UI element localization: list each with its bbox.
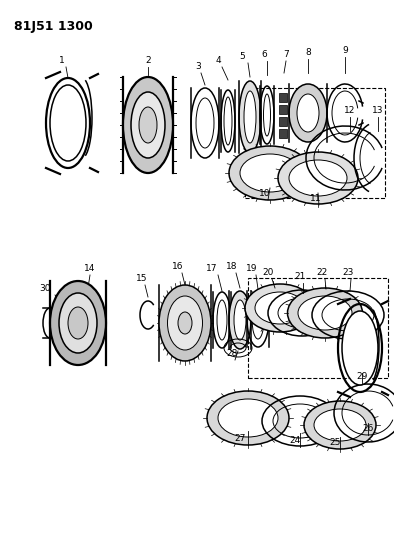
Ellipse shape xyxy=(50,281,106,365)
Text: 8: 8 xyxy=(305,48,311,57)
Bar xyxy=(248,278,388,378)
Ellipse shape xyxy=(229,291,251,349)
Ellipse shape xyxy=(314,409,366,441)
Ellipse shape xyxy=(342,311,378,385)
Text: 24: 24 xyxy=(289,436,301,445)
Ellipse shape xyxy=(167,296,203,350)
Ellipse shape xyxy=(288,288,362,338)
Ellipse shape xyxy=(139,107,157,143)
Ellipse shape xyxy=(59,293,97,353)
Text: 2: 2 xyxy=(145,56,151,65)
Ellipse shape xyxy=(240,154,300,192)
Text: 21: 21 xyxy=(294,272,306,281)
Ellipse shape xyxy=(178,312,192,334)
Text: 11: 11 xyxy=(310,194,322,203)
Text: 27: 27 xyxy=(234,434,246,443)
Text: 9: 9 xyxy=(342,46,348,55)
Ellipse shape xyxy=(278,152,358,204)
Bar xyxy=(279,93,287,102)
Ellipse shape xyxy=(298,296,352,330)
Text: 81J51 1300: 81J51 1300 xyxy=(14,20,93,33)
Ellipse shape xyxy=(131,92,165,158)
Bar xyxy=(279,129,287,138)
Text: 20: 20 xyxy=(262,268,274,277)
Text: 15: 15 xyxy=(136,274,148,283)
Text: 22: 22 xyxy=(316,268,328,277)
Ellipse shape xyxy=(68,307,88,339)
Text: 13: 13 xyxy=(372,106,384,115)
Text: 4: 4 xyxy=(215,56,221,65)
Text: 6: 6 xyxy=(261,50,267,59)
Text: 25: 25 xyxy=(329,438,341,447)
Bar xyxy=(245,88,385,198)
Ellipse shape xyxy=(245,284,315,332)
Text: 1: 1 xyxy=(59,56,65,65)
Text: 14: 14 xyxy=(84,264,96,273)
Ellipse shape xyxy=(207,391,289,445)
Ellipse shape xyxy=(289,160,347,196)
Bar xyxy=(279,105,287,114)
Ellipse shape xyxy=(229,146,311,200)
Ellipse shape xyxy=(123,77,173,173)
Text: 23: 23 xyxy=(342,268,354,277)
Ellipse shape xyxy=(244,91,256,143)
Text: 7: 7 xyxy=(283,50,289,59)
Text: 28: 28 xyxy=(226,349,238,358)
Ellipse shape xyxy=(234,300,246,340)
Ellipse shape xyxy=(218,399,278,437)
Text: 3: 3 xyxy=(195,62,201,71)
Ellipse shape xyxy=(297,94,319,132)
Text: 17: 17 xyxy=(206,264,218,273)
Text: 12: 12 xyxy=(344,106,356,115)
Text: 10: 10 xyxy=(259,189,271,198)
Ellipse shape xyxy=(289,84,327,142)
Ellipse shape xyxy=(304,401,376,449)
Text: 18: 18 xyxy=(226,262,238,271)
Text: 16: 16 xyxy=(172,262,184,271)
Text: 19: 19 xyxy=(246,264,258,273)
Ellipse shape xyxy=(159,285,211,361)
Text: 30: 30 xyxy=(39,284,51,293)
Ellipse shape xyxy=(239,81,261,153)
Ellipse shape xyxy=(50,85,86,161)
Text: 29: 29 xyxy=(356,372,368,381)
Ellipse shape xyxy=(255,292,305,324)
Bar xyxy=(279,117,287,126)
Text: 5: 5 xyxy=(239,52,245,61)
Text: 26: 26 xyxy=(362,424,374,433)
